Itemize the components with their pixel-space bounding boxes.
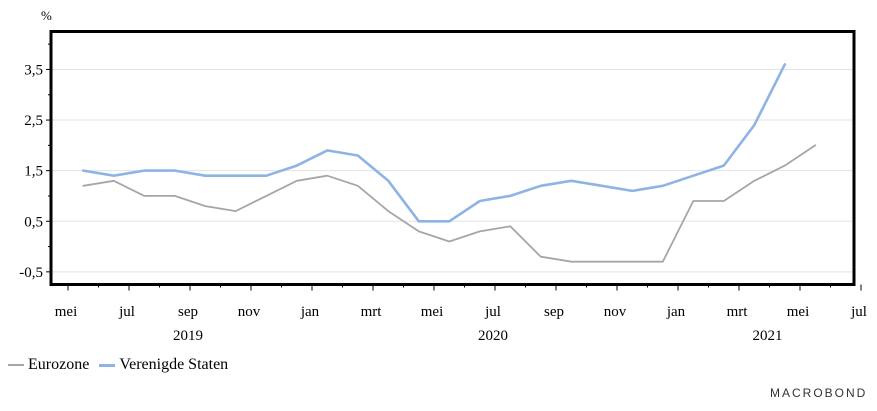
year-label: 2021: [753, 328, 783, 344]
x-axis-ticks: mei jul sep nov jan mrt mei jul sep nov jan mrt mei j…: [55, 284, 867, 320]
x-tick-label: jan: [666, 304, 686, 320]
macrobond-logo: MACROBOND: [770, 386, 868, 400]
x-tick-label: sep: [544, 304, 564, 320]
x-tick-label: jul: [118, 304, 135, 320]
year-labels: 2019 2020 2021: [173, 328, 783, 344]
legend-item-eurozone: Eurozone: [8, 356, 89, 374]
legend-item-verenigde-staten: Verenigde Staten: [99, 356, 228, 374]
y-tick-label: 0,5: [24, 214, 43, 230]
x-tick-label: jul: [484, 304, 501, 320]
x-tick-label: jul: [850, 304, 867, 320]
series-line-eurozone: [82, 144, 817, 263]
x-tick-label: mrt: [727, 304, 749, 320]
y-axis-ticks: -0,5 0,5 1,5 2,5 3,5: [19, 43, 51, 281]
year-label: 2019: [173, 328, 203, 344]
legend-swatch-eurozone: [8, 364, 24, 366]
y-unit-label: %: [41, 8, 52, 23]
x-tick-label: nov: [604, 304, 627, 320]
x-tick-label: sep: [178, 304, 198, 320]
x-tick-label: nov: [238, 304, 261, 320]
y-tick-label: 3,5: [24, 62, 43, 78]
legend: Eurozone Verenigde Staten: [8, 356, 238, 374]
year-label: 2020: [478, 328, 508, 344]
x-tick-label: mei: [787, 304, 810, 320]
series-lines: [82, 63, 817, 263]
y-tick-label: 1,5: [24, 164, 43, 180]
y-tick-label: 2,5: [24, 113, 43, 129]
x-tick-label: jan: [300, 304, 320, 320]
x-tick-label: mrt: [361, 304, 383, 320]
y-tick-label: -0,5: [19, 265, 43, 281]
legend-label-eurozone: Eurozone: [28, 356, 90, 373]
legend-label-verenigde-staten: Verenigde Staten: [119, 356, 229, 373]
plot-frame: [49, 30, 856, 286]
legend-swatch-verenigde-staten: [99, 363, 116, 367]
x-tick-label: mei: [421, 304, 444, 320]
series-line-verenigde-staten: [82, 63, 787, 223]
x-tick-label: mei: [55, 304, 78, 320]
grid: [51, 68, 854, 273]
